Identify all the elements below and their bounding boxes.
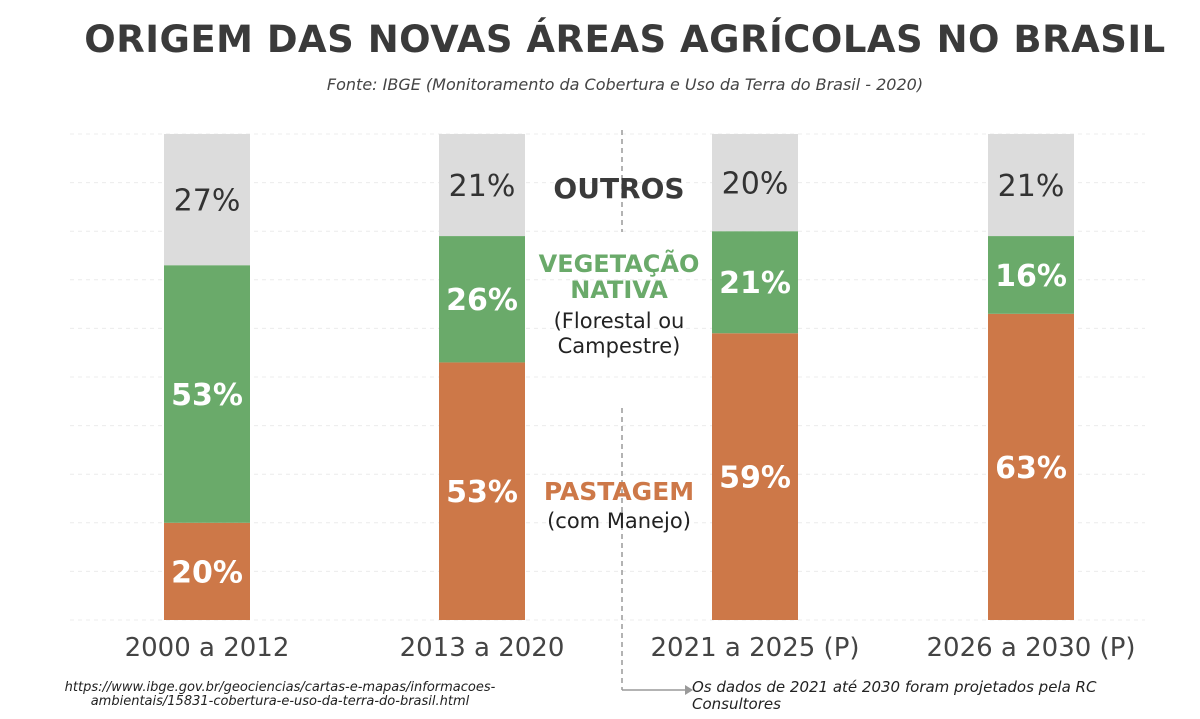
bar-segment (439, 236, 525, 363)
legend-vegetacao-line1: VEGETAÇÃO (539, 249, 700, 278)
value-label: 16% (995, 259, 1067, 294)
chart-subtitle: Fonte: IBGE (Monitoramento da Cobertura … (326, 75, 924, 94)
category-label: 2026 a 2030 (P) (926, 633, 1135, 663)
note-arrow-head (685, 685, 693, 695)
projection-note: Os dados de 2021 até 2030 foram projetad… (692, 678, 1097, 713)
value-label: 26% (446, 283, 518, 318)
value-label: 53% (171, 378, 243, 413)
bar-segment (712, 333, 798, 620)
bar-segment (164, 522, 250, 620)
value-label: 53% (446, 475, 518, 510)
legend-vegetacao-sub1: (Florestal ou (554, 309, 685, 333)
bar-segment (164, 265, 250, 523)
value-label: 59% (719, 461, 791, 496)
category-label: 2000 a 2012 (125, 633, 290, 663)
bar-segment (439, 362, 525, 620)
bar-segment (439, 134, 525, 237)
bar-segment (164, 134, 250, 266)
value-label: 21% (998, 169, 1065, 204)
bar-segment (712, 231, 798, 334)
bar-segment (988, 236, 1074, 314)
value-label: 21% (449, 169, 516, 204)
legend-vegetacao-sub2: Campestre) (558, 334, 681, 358)
category-label: 2013 a 2020 (400, 633, 565, 663)
legend-pastagem-sub: (com Manejo) (547, 509, 691, 533)
value-label: 63% (995, 451, 1067, 486)
value-labels: 20% 53% 27% 53% 26% 21% 59% 21% 20% 63% 16% 21% (171, 167, 1067, 591)
chart-title: ORIGEM DAS NOVAS ÁREAS AGRÍCOLAS NO BRAS… (84, 18, 1166, 61)
category-label: 2021 a 2025 (P) (650, 633, 859, 663)
value-label: 20% (171, 555, 243, 590)
source-url[interactable]: https://www.ibge.gov.br/geociencias/cart… (64, 680, 496, 709)
value-label: 21% (719, 266, 791, 301)
bar-segment (988, 313, 1074, 620)
bar-segment (712, 134, 798, 232)
value-label: 27% (174, 184, 241, 219)
bar-segment (988, 134, 1074, 237)
legend-vegetacao-line2: NATIVA (570, 276, 668, 304)
bars (164, 134, 1074, 620)
category-labels: 2000 a 2012 2013 a 2020 2021 a 2025 (P) 202… (125, 633, 1136, 663)
legend-pastagem: PASTAGEM (544, 477, 694, 506)
value-label: 20% (722, 167, 789, 202)
legend-outros: OUTROS (553, 172, 684, 205)
